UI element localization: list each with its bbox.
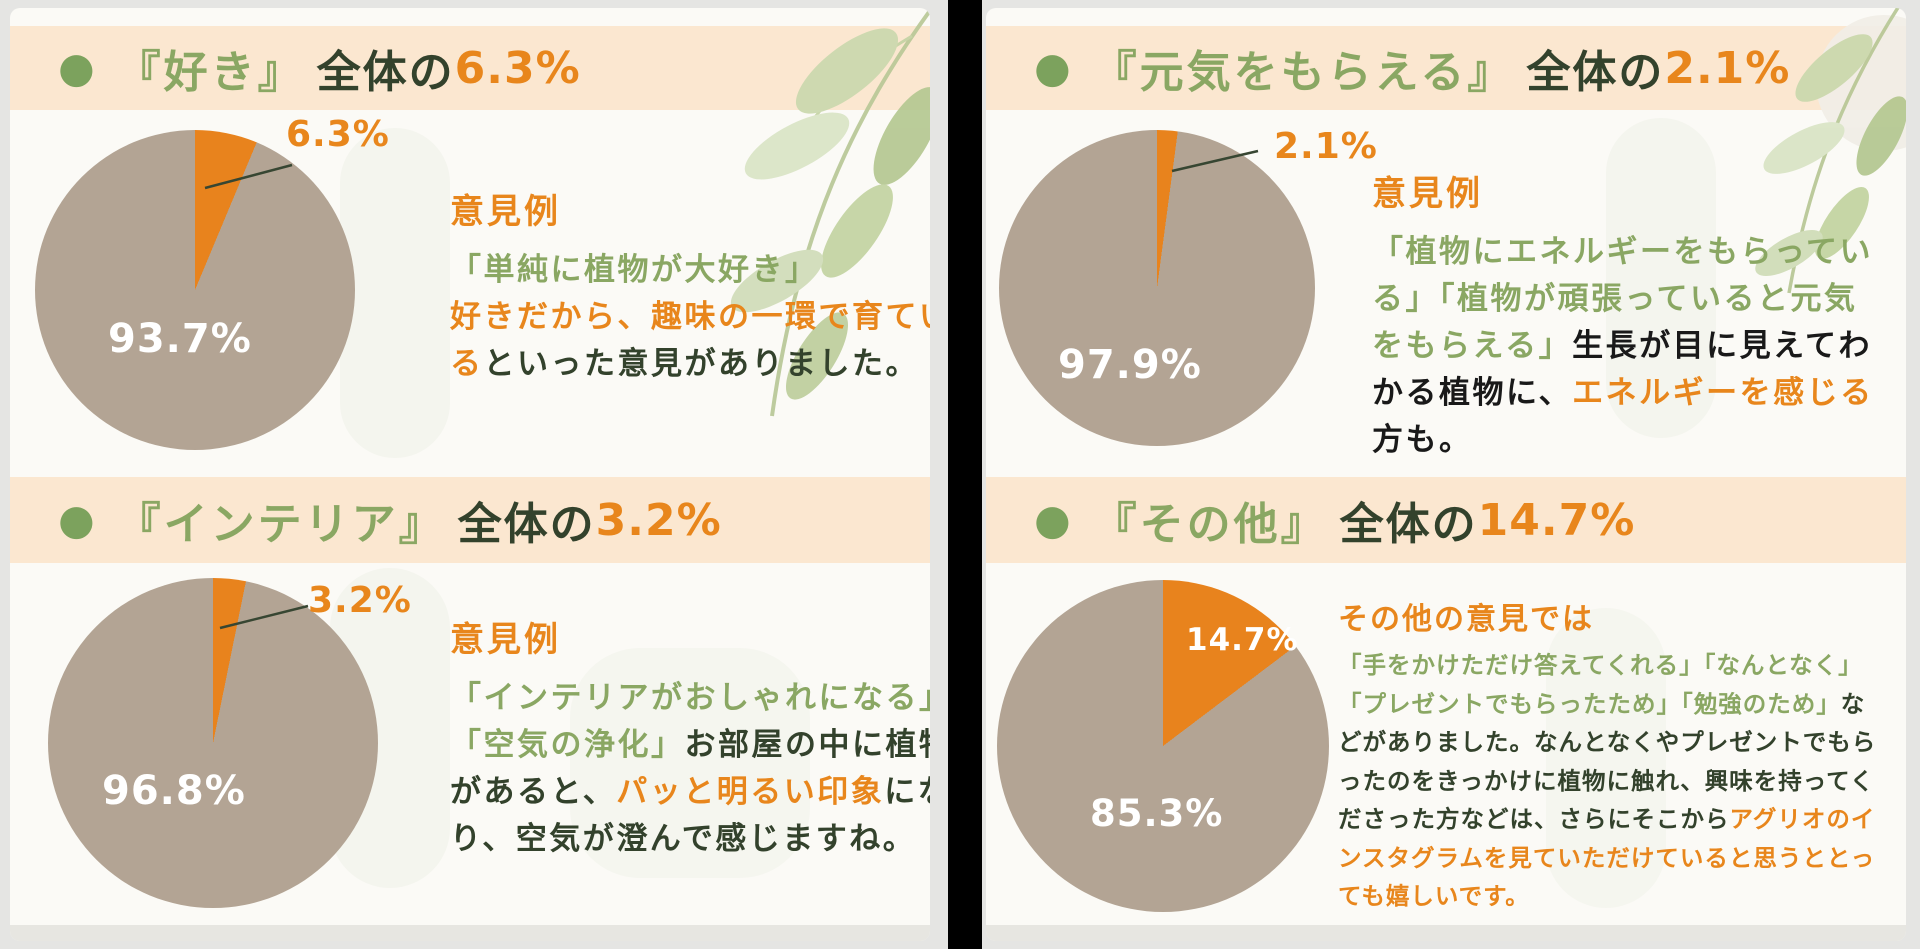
section-header-genki: ● 『元気をもらえる』 全体の 2.1%	[986, 26, 1906, 110]
opinion-line: る」「植物が頑張っていると元気	[1372, 281, 1858, 317]
opinion-block: 意見例 「インテリアがおしゃれになる」 「空気の浄化」お部屋の中に植物 があると、パ…	[450, 612, 930, 863]
pie-slice-callout-label: 6.3%	[286, 114, 390, 155]
opinion-text: 「単純に植物が大好き」好きだから、趣味の一環で育てい るといった意見がありました。	[450, 247, 930, 388]
opinion-block: その他の意見では 「手をかけただけ答えてくれる」「なんとなく」 「プレゼントでもら…	[1338, 594, 1900, 916]
opinion-line: り、空気が澄んで感じますね。	[450, 821, 917, 857]
section-subtitle: 全体の	[1339, 499, 1478, 550]
opinion-line: どがありました。なんとなくやプレゼントでもら	[1338, 728, 1877, 756]
section-percent: 6.3%	[454, 42, 581, 94]
opinion-line: 「植物にエネルギーをもらってい	[1372, 234, 1873, 270]
section-header-suki: ● 『好き』 全体の 6.3%	[10, 26, 930, 110]
bullet-icon: ●	[58, 43, 95, 92]
opinion-line: かる植物に、エネルギーを感じる	[1372, 375, 1874, 411]
opinion-title: 意見例	[450, 192, 561, 232]
opinion-line: 方も。	[1372, 422, 1473, 458]
background-plant-decor	[340, 128, 450, 458]
opinion-line: 「インテリアがおしゃれになる」	[450, 680, 930, 716]
opinion-text: 「手をかけただけ答えてくれる」「なんとなく」 「プレゼントでもらったため」「勉強の…	[1338, 646, 1900, 916]
background-floor-decor	[986, 925, 1906, 941]
panel-left: ● 『好き』 全体の 6.3% 6.3% 93.7% 意見例 「単純に植物が大好…	[10, 8, 930, 941]
opinion-text: 「植物にエネルギーをもらってい る」「植物が頑張っていると元気 をもらえる」生長が目…	[1372, 229, 1906, 464]
opinion-line: 「手をかけただけ答えてくれる」「なんとなく」	[1338, 651, 1863, 679]
pie-slice-callout-label: 3.2%	[308, 580, 412, 621]
pie-main-label: 85.3%	[1090, 792, 1224, 835]
opinion-text: 「インテリアがおしゃれになる」 「空気の浄化」お部屋の中に植物 があると、パッと明る…	[450, 675, 930, 863]
opinion-line: があると、パッと明るい印象にな	[450, 774, 930, 810]
section-percent: 3.2%	[595, 494, 722, 546]
center-divider	[948, 0, 982, 949]
opinion-line: ンスタグラムを見ていただけていると思うととっ	[1338, 843, 1876, 872]
pie-main-label: 93.7%	[108, 316, 252, 362]
opinion-title: その他の意見では	[1338, 602, 1594, 637]
section-header-sonota: ● 『その他』 全体の 14.7%	[986, 477, 1906, 563]
pie-leader-line	[219, 604, 309, 630]
background-plant-decor	[1606, 118, 1716, 438]
section-title: 『元気をもらえる』	[1092, 47, 1515, 98]
opinion-line: ったのをきっかけに植物に触れ、興味を持ってく	[1338, 766, 1875, 795]
section-subtitle: 全体の	[316, 47, 455, 98]
pie-slice-label: 14.7%	[1186, 622, 1299, 658]
panel-right: ● 『元気をもらえる』 全体の 2.1% 2.1% 97.9% 意見例 「植物に…	[986, 8, 1906, 941]
section-title: 『好き』	[116, 47, 305, 98]
section-title: 『その他』	[1092, 499, 1328, 550]
bullet-icon: ●	[1034, 495, 1071, 544]
opinion-line: をもらえる」生長が目に見えてわ	[1372, 328, 1873, 364]
pie-chart-genki	[999, 130, 1315, 446]
section-header-interior: ● 『インテリア』 全体の 3.2%	[10, 477, 930, 563]
pie-chart-suki	[35, 130, 355, 450]
pie-main-label: 96.8%	[102, 768, 246, 814]
opinion-line: ても嬉しいです。	[1338, 882, 1530, 910]
pie-slice-callout-label: 2.1%	[1274, 126, 1378, 167]
opinion-title: 意見例	[450, 620, 561, 660]
pie-main-label: 97.9%	[1058, 342, 1202, 388]
opinion-block: 意見例 「単純に植物が大好き」好きだから、趣味の一環で育てい るといった意見があり…	[450, 184, 930, 388]
section-percent: 14.7%	[1477, 494, 1636, 546]
pie-leader-line	[204, 163, 293, 190]
opinion-line: 「空気の浄化」お部屋の中に植物	[450, 727, 930, 763]
background-basket-decor	[570, 648, 810, 878]
pie-leader-line	[1171, 149, 1259, 173]
background-floor-decor	[10, 925, 930, 941]
section-percent: 2.1%	[1664, 42, 1791, 94]
opinion-line: 「プレゼントでもらったため」「勉強のため」な	[1338, 689, 1866, 718]
opinion-block: 意見例 「植物にエネルギーをもらってい る」「植物が頑張っていると元気 をもらえる」…	[1372, 166, 1906, 464]
section-subtitle: 全体の	[1526, 47, 1665, 98]
background-plant-decor	[1546, 608, 1666, 908]
opinion-line: ださった方などは、さらにそこからアグリオのイ	[1338, 805, 1876, 833]
bullet-icon: ●	[1034, 43, 1071, 92]
pie-chart-sonota	[997, 580, 1329, 912]
pie-chart-interior	[48, 578, 378, 908]
section-subtitle: 全体の	[457, 499, 596, 550]
section-title: 『インテリア』	[116, 499, 446, 550]
opinion-line: るといった意見がありました。	[450, 346, 919, 382]
opinion-line: 好きだから、趣味の一環で育てい	[450, 299, 930, 335]
opinion-title: 意見例	[1372, 174, 1483, 214]
bullet-icon: ●	[58, 495, 95, 544]
opinion-line: 「単純に植物が大好き」	[450, 252, 819, 288]
